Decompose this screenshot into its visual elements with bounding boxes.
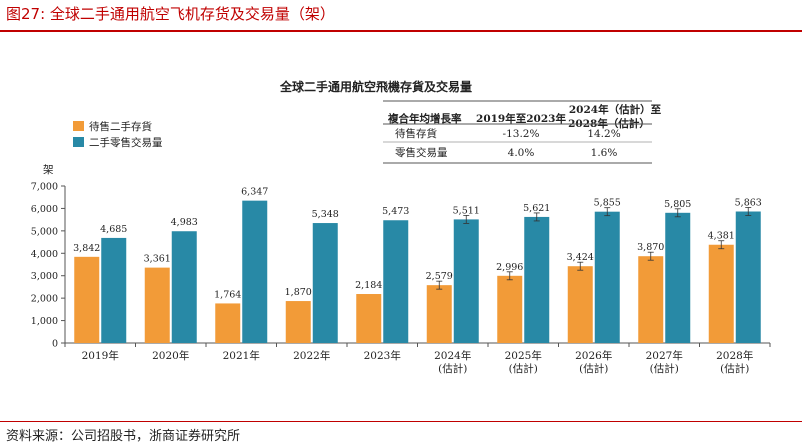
x-tick-label: 2022年 [293, 349, 330, 362]
x-tick-label: 2020年 [152, 349, 189, 362]
source-rule [0, 421, 802, 422]
bar-inventory [74, 256, 100, 343]
data-label-transactions: 5,855 [594, 198, 621, 209]
x-tick-label: 2026年 [575, 349, 612, 362]
y-axis-unit: 架 [43, 164, 54, 176]
bar-transactions [312, 223, 338, 343]
data-label-transactions: 5,473 [382, 206, 409, 217]
data-label-inventory: 1,764 [214, 289, 241, 300]
y-tick-label: 5,000 [31, 226, 58, 237]
data-label-inventory: 3,870 [637, 242, 664, 253]
table-header-period1: 2019年至2023年 [476, 112, 566, 125]
y-tick-label: 3,000 [31, 271, 58, 282]
legend-label-inventory: 待售二手存貨 [89, 120, 152, 133]
data-label-inventory: 3,842 [73, 243, 100, 254]
data-label-transactions: 4,685 [100, 224, 127, 235]
x-tick-label: 2024年 [434, 349, 471, 362]
table-row-label: 零售交易量 [395, 146, 448, 159]
bar-transactions [735, 211, 761, 343]
cagr-table: 複合年均增長率 2019年至2023年 2024年（估計）至 2028年（估計）… [383, 100, 662, 164]
data-label-inventory: 3,361 [144, 254, 171, 265]
data-label-inventory: 2,579 [426, 271, 453, 282]
table-header-metric: 複合年均增長率 [387, 112, 462, 125]
data-label-inventory: 2,996 [496, 262, 523, 273]
x-tick-label: 2021年 [223, 349, 260, 362]
data-label-inventory: 4,381 [708, 231, 735, 242]
bar-inventory [144, 267, 170, 343]
title-rule [0, 30, 802, 32]
bar-transactions [453, 219, 479, 343]
bar-transactions [242, 200, 268, 343]
bar-inventory [285, 301, 311, 343]
source-note: 资料来源：公司招股书，浙商证券研究所 [6, 429, 241, 444]
plot-area: 0 1,000 2,000 3,000 4,000 5,000 6,000 7,000 3,84… [31, 182, 771, 375]
y-tick-label: 0 [52, 339, 58, 350]
data-label-transactions: 5,348 [312, 209, 339, 220]
data-label-transactions: 5,805 [664, 199, 691, 210]
table-row-label: 待售存貨 [395, 127, 437, 140]
table-cell: -13.2% [503, 128, 540, 140]
y-tick-label: 7,000 [31, 182, 58, 193]
table-header-period2-line1: 2024年（估計）至 [569, 103, 662, 116]
data-label-inventory: 3,424 [567, 252, 594, 263]
chart-title: 全球二手通用航空飛機存貨及交易量 [279, 79, 472, 94]
y-tick-label: 6,000 [31, 204, 58, 215]
bar-transactions [101, 237, 127, 343]
data-label-inventory: 2,184 [355, 280, 382, 291]
bar-transactions [171, 231, 197, 343]
bar-transactions [665, 212, 691, 343]
bar-inventory [356, 294, 382, 343]
legend-swatch-inventory [73, 121, 84, 131]
x-tick-label: 2027年 [646, 349, 683, 362]
y-tick-label: 1,000 [31, 316, 58, 327]
x-tick-label: (估計) [438, 362, 467, 375]
x-tick-label: (估計) [579, 362, 608, 375]
table-cell: 1.6% [591, 147, 618, 159]
data-label-transactions: 4,983 [171, 217, 198, 228]
x-tick-label: 2025年 [505, 349, 542, 362]
x-tick-label: 2019年 [82, 349, 119, 362]
bar-transactions [524, 216, 550, 343]
data-label-transactions: 6,347 [241, 187, 268, 198]
x-tick-label: (估計) [650, 362, 679, 375]
table-cell: 14.2% [587, 128, 620, 140]
bar-inventory [638, 256, 664, 343]
legend-label-transactions: 二手零售交易量 [89, 136, 163, 149]
data-label-inventory: 1,870 [285, 287, 312, 298]
x-tick-label: (估計) [720, 362, 749, 375]
bar-inventory [567, 266, 593, 343]
bar-inventory [215, 303, 241, 343]
data-label-transactions: 5,511 [453, 205, 480, 216]
x-tick-label: 2028年 [716, 349, 753, 362]
y-tick-label: 4,000 [31, 249, 58, 260]
table-cell: 4.0% [508, 147, 535, 159]
bar-transactions [594, 211, 620, 343]
data-label-transactions: 5,621 [523, 203, 550, 214]
bar-transactions [383, 220, 409, 343]
data-label-transactions: 5,863 [735, 198, 762, 209]
bar-inventory [497, 275, 523, 343]
y-tick-label: 2,000 [31, 294, 58, 305]
bar-inventory [426, 285, 452, 343]
x-tick-label: 2023年 [364, 349, 401, 362]
legend-swatch-transactions [73, 137, 84, 147]
bar-inventory [708, 244, 734, 343]
x-tick-label: (估計) [509, 362, 538, 375]
figure-title: 图27: 全球二手通用航空飞机存货及交易量（架） [6, 5, 335, 23]
